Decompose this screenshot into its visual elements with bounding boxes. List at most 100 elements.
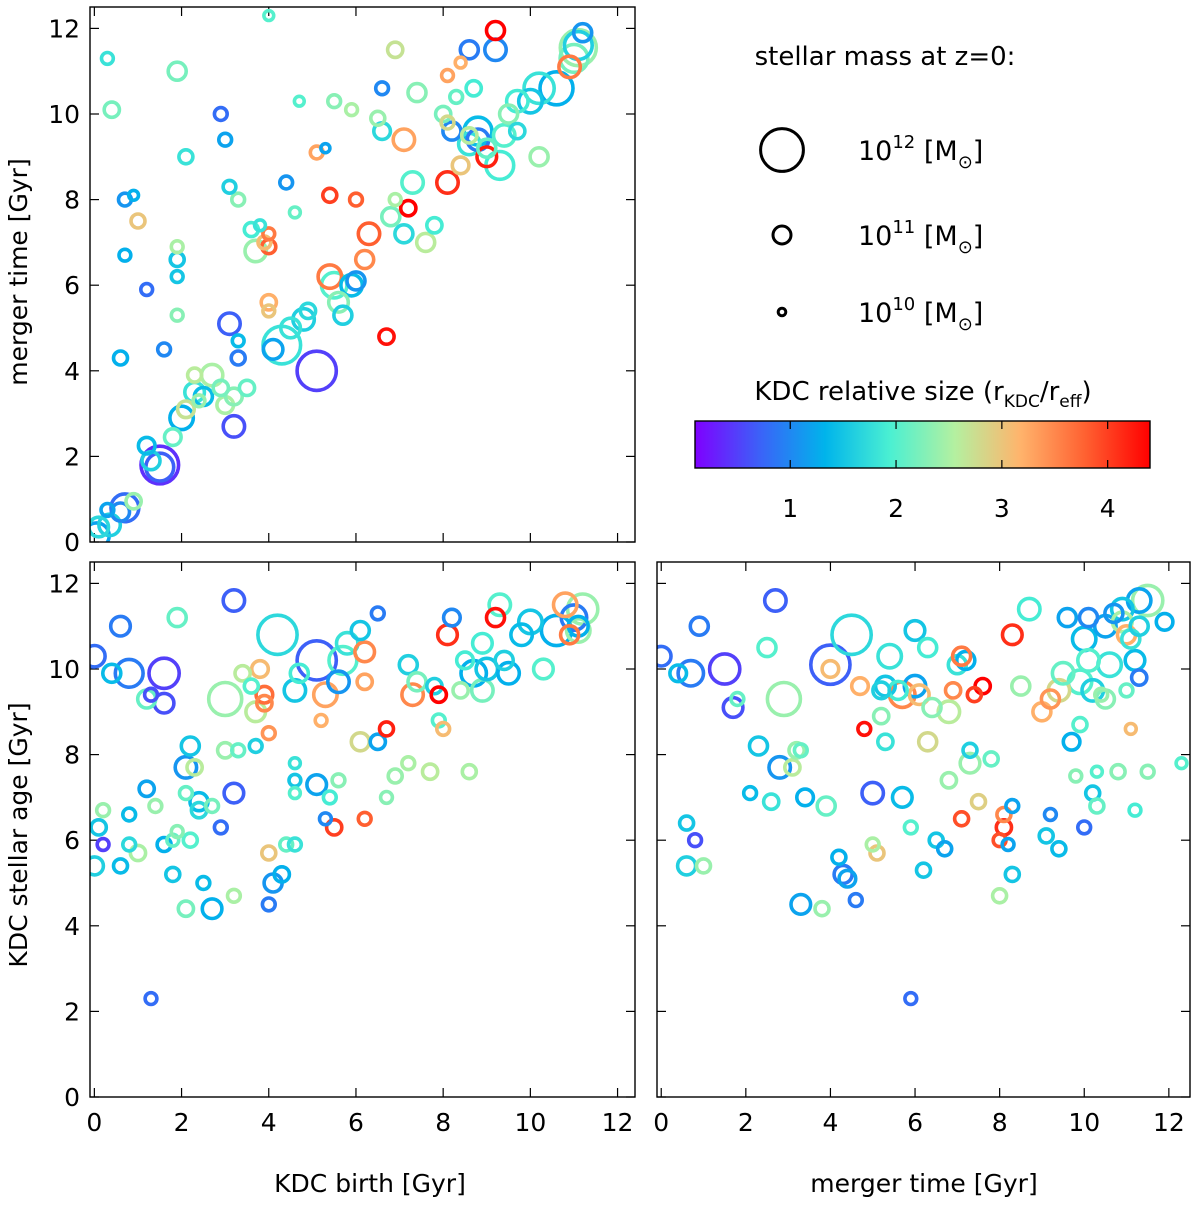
data-point (347, 191, 365, 208)
data-point (1075, 819, 1093, 836)
ticks-top-left: 0 2 4 6 8 10 12 (48, 7, 635, 557)
points-top-left (90, 8, 599, 542)
data-point (243, 238, 269, 264)
data-point (325, 669, 351, 695)
colorbar-tick-label: 2 (888, 494, 904, 523)
mass-legend: stellar mass at z=0: 1012 [M⊙]1011 [M⊙]1… (755, 42, 1016, 335)
data-point (439, 114, 456, 131)
data-point (741, 784, 759, 802)
data-point (252, 218, 268, 233)
data-point (1089, 764, 1105, 779)
data-point (330, 772, 347, 789)
data-point (747, 735, 770, 757)
mass-legend-marker (776, 306, 788, 318)
data-point (221, 413, 247, 439)
data-point (849, 675, 871, 697)
data-point (522, 71, 557, 106)
data-point (400, 682, 426, 708)
colorbar-gradient (694, 420, 1151, 469)
data-point (175, 399, 196, 420)
data-point (124, 491, 144, 511)
data-point (217, 131, 234, 148)
data-point (1118, 682, 1135, 699)
data-point (262, 8, 276, 23)
data-point (386, 767, 405, 785)
data-point (868, 844, 886, 862)
data-point (355, 672, 375, 692)
data-point (675, 855, 698, 877)
data-point (830, 848, 848, 867)
data-point (939, 770, 959, 790)
data-point (903, 618, 927, 643)
data-point (279, 316, 303, 340)
data-point (847, 891, 864, 909)
data-point (259, 844, 278, 862)
data-point (809, 643, 852, 687)
data-point (155, 341, 173, 358)
data-point (391, 127, 417, 153)
data-point (794, 787, 816, 808)
data-point (398, 198, 418, 218)
data-point (295, 349, 339, 393)
data-point (448, 88, 465, 106)
data-point (1096, 651, 1124, 679)
data-point (177, 148, 195, 166)
data-point (484, 606, 507, 629)
colorbar-title-sub-kdc: KDC (1004, 392, 1040, 412)
data-point (176, 899, 196, 919)
data-point (166, 606, 188, 629)
x-tick-label: 12 (1153, 1108, 1185, 1137)
data-point (221, 587, 247, 613)
data-point (177, 784, 195, 802)
data-point (319, 141, 332, 155)
data-point (958, 751, 982, 775)
data-point (1128, 615, 1150, 638)
data-point (109, 501, 132, 523)
data-point (108, 614, 133, 638)
data-point (969, 792, 988, 811)
data-point (286, 836, 304, 853)
data-point (247, 737, 264, 755)
data-point (1071, 715, 1089, 734)
data-point (921, 696, 943, 719)
data-point (287, 205, 303, 220)
data-point (373, 80, 391, 97)
data-point (327, 644, 359, 677)
data-point (433, 104, 453, 124)
data-point (954, 649, 977, 672)
data-point (558, 42, 590, 75)
data-point (832, 863, 854, 886)
data-point (470, 631, 495, 655)
data-point (191, 393, 207, 409)
data-point (169, 268, 185, 285)
data-point (179, 735, 202, 757)
colorbar-title-pre: KDC relative size (r (754, 377, 1004, 407)
data-point (343, 101, 360, 118)
data-point (369, 605, 386, 622)
data-point (169, 239, 185, 255)
data-point (292, 94, 306, 108)
data-point (260, 896, 277, 913)
data-point (261, 303, 277, 319)
data-point (169, 823, 185, 840)
data-point (952, 809, 971, 828)
data-point (451, 681, 470, 700)
colorbar-title-sub-eff: eff (1059, 392, 1082, 412)
data-point (368, 109, 387, 128)
data-point (287, 755, 303, 771)
data-point (99, 501, 116, 519)
ticks-bottom-right: 0 2 4 6 8 10 12 (653, 562, 1190, 1137)
mass-legend-label: 1010 [M⊙] (858, 294, 983, 335)
data-point (1004, 797, 1021, 815)
data-point (1174, 755, 1189, 771)
x-axis-label-bottom-left: KDC birth [Gyr] (274, 1169, 466, 1198)
data-point (729, 690, 746, 708)
data-point (420, 762, 440, 782)
data-point (860, 780, 886, 806)
data-point (111, 349, 130, 367)
mass-legend-entries: 1012 [M⊙] 1011 [M⊙] 1010 [M⊙] (759, 127, 983, 335)
data-point (387, 191, 403, 208)
mass-legend-marker (759, 127, 805, 173)
data-point (1000, 836, 1016, 853)
panel-bottom-right: 0 2 4 6 8 10 12 merger time [Gyr] (653, 561, 1191, 1198)
